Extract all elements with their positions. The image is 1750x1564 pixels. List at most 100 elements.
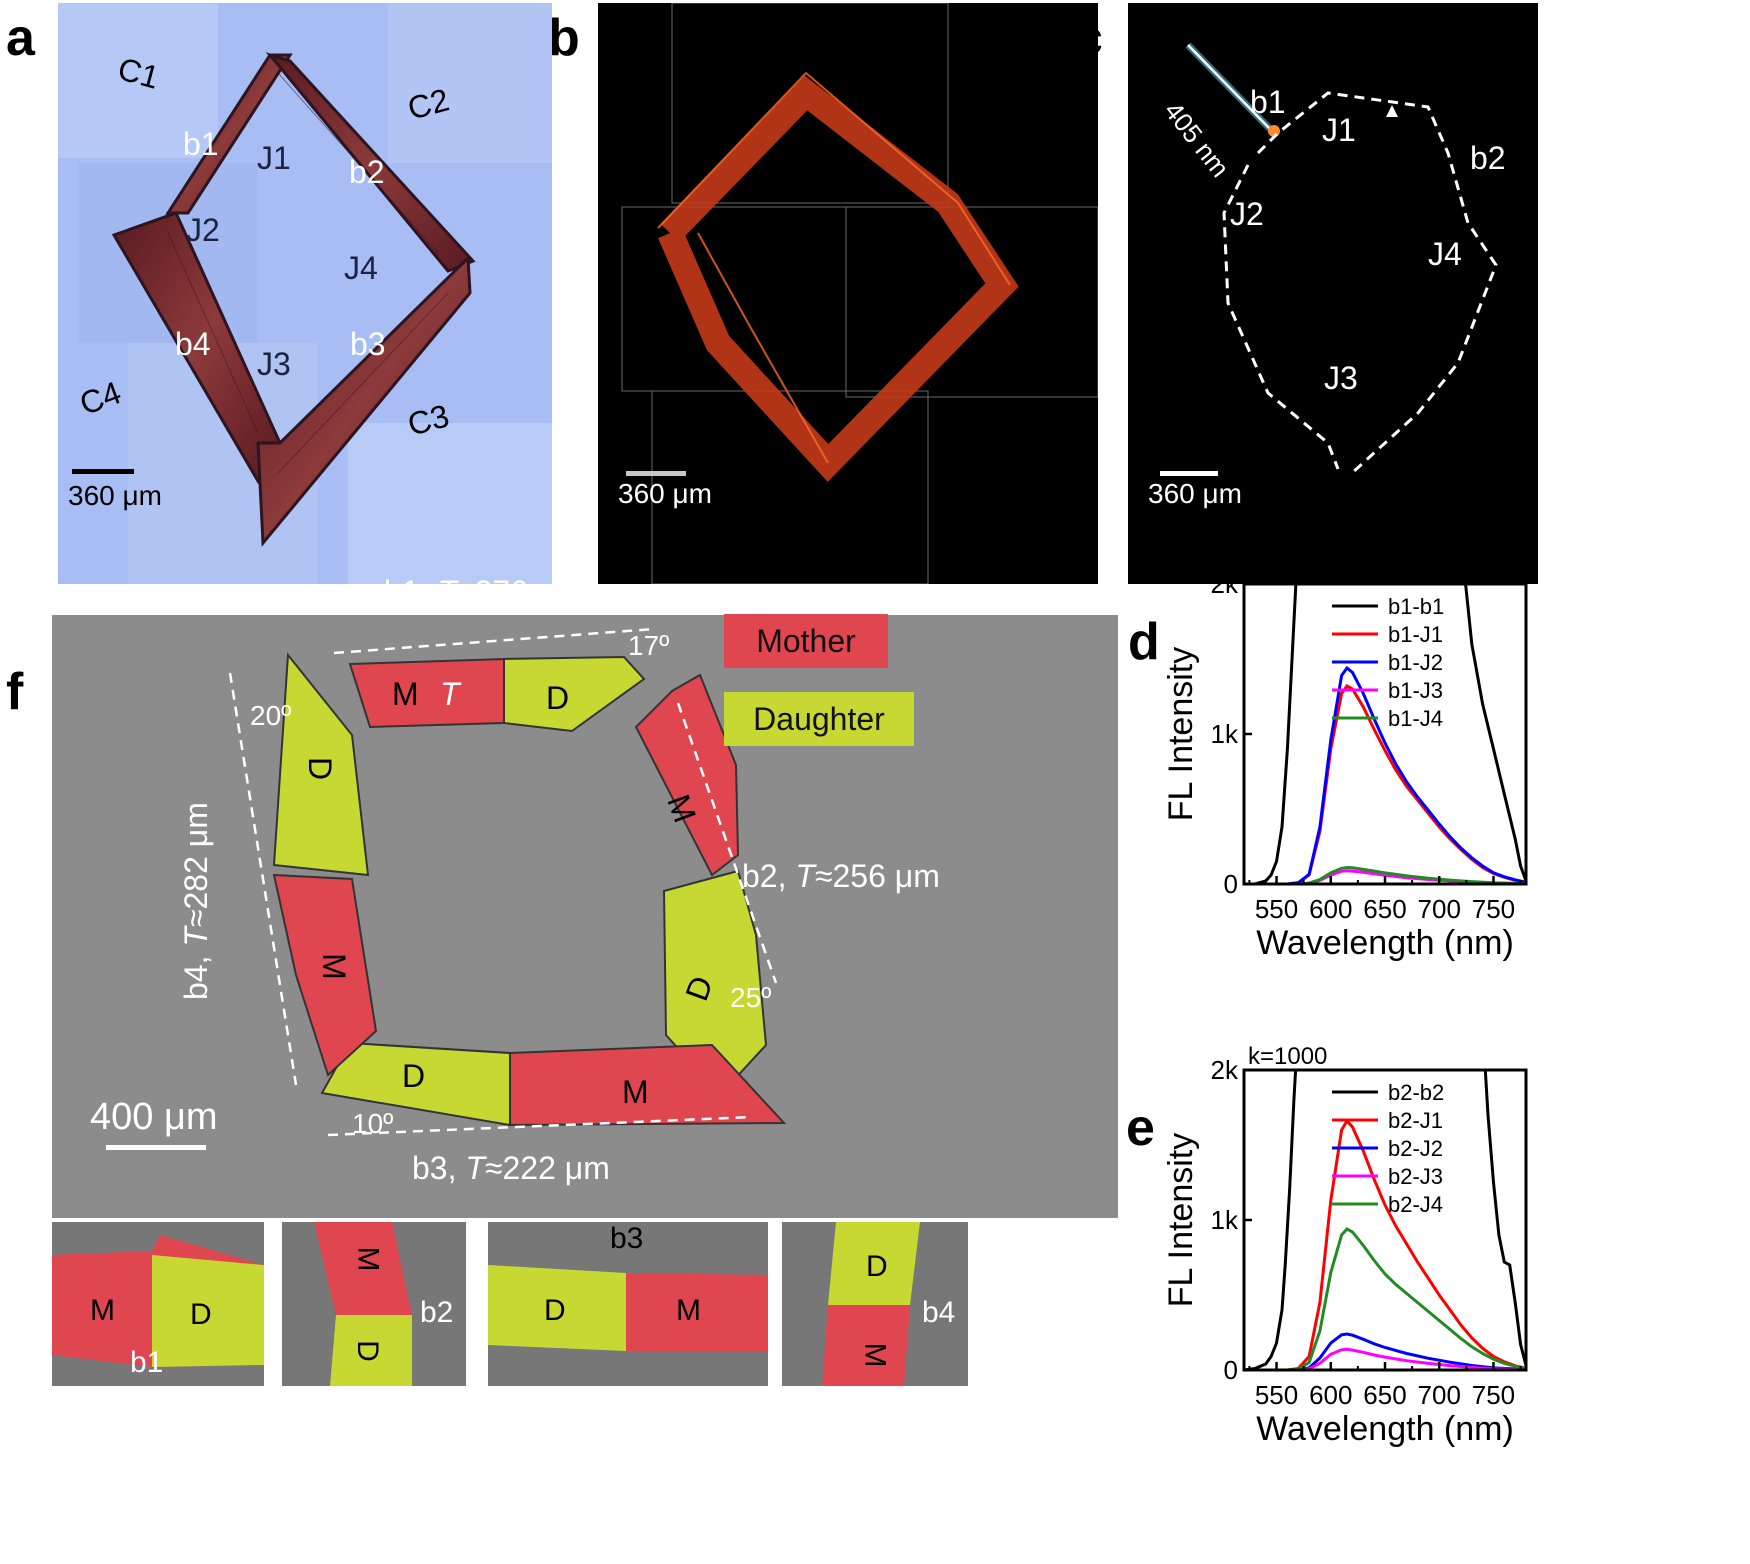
b3-name: b3, [412, 1150, 466, 1186]
label-c-J1: J1 [1322, 112, 1356, 148]
arrow-heads [1386, 105, 1398, 117]
label-a-b3: b3 [350, 326, 386, 362]
segment-b1-mother [348, 657, 505, 729]
x-tick-label-600: 600 [1309, 894, 1352, 924]
y-tick-label-2k: 2k [1211, 569, 1239, 599]
T-symbol: T [437, 574, 457, 610]
b2-name: b2, [742, 858, 796, 894]
y-tick-label-2k: 2k [1211, 1055, 1239, 1085]
label-a-J3: J3 [257, 346, 291, 382]
angle-top: 17º [628, 630, 670, 661]
inset-label-D: D [544, 1294, 566, 1327]
series-line-b2-J3 [1244, 1347, 1526, 1370]
panel-letter-a: a [6, 9, 35, 67]
b3-thickness-value: ≈222 μm [484, 1150, 610, 1186]
segment-label-M: M [392, 676, 419, 712]
scale-bar-c-label: 360 μm [1148, 478, 1242, 509]
x-tick-label-550: 550 [1255, 894, 1298, 924]
label-c-J2: J2 [1230, 196, 1264, 232]
series-line-b2-J2 [1244, 1332, 1526, 1370]
segment-label-D: D [546, 680, 570, 716]
segment-label-D: D [302, 756, 339, 781]
panel-letter-e: e [1126, 1099, 1155, 1157]
T-symbol: T [795, 858, 815, 894]
label-c-b1: b1 [1250, 84, 1286, 120]
x-tick-label-700: 700 [1418, 1380, 1461, 1410]
label-a-b2: b2 [349, 154, 385, 190]
b1-thickness-value: ≈276 μm [456, 574, 582, 610]
panel-a-micrograph [58, 3, 552, 584]
y-axis-label: FL Intensity [1162, 647, 1200, 821]
inset-b4 [782, 1222, 968, 1386]
laser-arrow [1187, 44, 1271, 130]
series-line-b1-J4 [1244, 865, 1526, 884]
x-tick-label-650: 650 [1363, 1380, 1406, 1410]
plot-series [1244, 584, 1526, 884]
x-tick-label-700: 700 [1418, 894, 1461, 924]
chart-e: 550 600 650 700 750 0 1k 2k Wavelength (nm) FL In… [1162, 1043, 1528, 1448]
panel-letter-d: d [1128, 613, 1160, 671]
panel-letter-b: b [548, 9, 580, 67]
annotation-k: k=1000 [1248, 557, 1327, 584]
annotation-k: k=1000 [1248, 1043, 1327, 1070]
series-line-b1-b1 [1244, 584, 1526, 884]
x-tick-label-750: 750 [1472, 894, 1515, 924]
plot-frame [1242, 1068, 1528, 1372]
label-a-b4: b4 [175, 326, 211, 362]
legend-label-b2-J2: b2-J2 [1388, 1136, 1443, 1161]
angle-left: 20º [250, 700, 292, 731]
segment-b1-daughter [503, 655, 646, 733]
legend-label-b1-b1: b1-b1 [1388, 594, 1444, 619]
inset-label-D: D [350, 1340, 384, 1362]
segment-b4-mother [272, 873, 378, 1077]
legend-label-b2-b2: b2-b2 [1388, 1080, 1444, 1105]
label-c-J3: J3 [1324, 360, 1358, 396]
series-line-b2-J4 [1244, 1227, 1526, 1370]
plot-series [1244, 1070, 1526, 1370]
y-tick-label-1k: 1k [1211, 719, 1239, 749]
label-a-b1: b1 [183, 126, 219, 162]
scale-bar-f-label: 400 μm [90, 1096, 218, 1138]
segment-b4-daughter [272, 652, 370, 877]
b1-thickness-label: b1, T≈276 μm [384, 574, 582, 611]
inset-b2 [282, 1222, 466, 1386]
legend-label-b1-J2: b1-J2 [1388, 650, 1443, 675]
legend-label-b1-J3: b1-J3 [1388, 678, 1443, 703]
T-symbol: T [465, 1150, 485, 1186]
inset-label-b1: b1 [130, 1346, 164, 1379]
inset-label-M: M [351, 1246, 385, 1272]
b2-thickness-value: ≈256 μm [814, 858, 940, 894]
b2-thickness-label: b2, T≈256 μm [742, 858, 940, 895]
b1-name: b1, [384, 574, 438, 610]
y-tick-label-0: 0 [1224, 1355, 1238, 1385]
y-tick-label-1k: 1k [1211, 1205, 1239, 1235]
legend-label-b2-J4: b2-J4 [1388, 1192, 1443, 1217]
legend-mother: Mother [724, 614, 888, 668]
inset-b1 [52, 1222, 264, 1386]
inset-label-D: D [866, 1250, 888, 1283]
x-tick-label-600: 600 [1309, 1380, 1352, 1410]
inset-label-b4: b4 [922, 1296, 956, 1329]
legend-label-b2-J3: b2-J3 [1388, 1164, 1443, 1189]
inset-b3 [488, 1222, 768, 1386]
legend-daughter: Daughter [724, 692, 914, 746]
legend-label-b1-J4: b1-J4 [1388, 706, 1443, 731]
series-line-b1-J2 [1244, 665, 1526, 884]
x-axis-label: Wavelength (nm) [1256, 924, 1514, 962]
legend-label-b1-J1: b1-J1 [1388, 622, 1443, 647]
inset-label-D: D [190, 1298, 212, 1331]
series-line-b2-J1 [1244, 1118, 1526, 1370]
segment-label-T: T [440, 676, 460, 712]
inset-label-M: M [858, 1342, 892, 1368]
x-tick-label-650: 650 [1363, 894, 1406, 924]
b4-thickness-label: b4, T≈282 μm [178, 802, 215, 1000]
T-symbol: T [178, 927, 214, 947]
inset-label-M: M [676, 1294, 701, 1327]
panel-c-waveguide [1128, 3, 1538, 584]
b4-name: b4, [178, 946, 214, 1000]
x-axis-label: Wavelength (nm) [1256, 1410, 1514, 1448]
inset-label-b2: b2 [420, 1296, 454, 1329]
label-c-J4: J4 [1428, 236, 1462, 272]
inset-label-b3: b3 [610, 1222, 644, 1255]
scale-bar-b-label: 360 μm [618, 478, 712, 509]
